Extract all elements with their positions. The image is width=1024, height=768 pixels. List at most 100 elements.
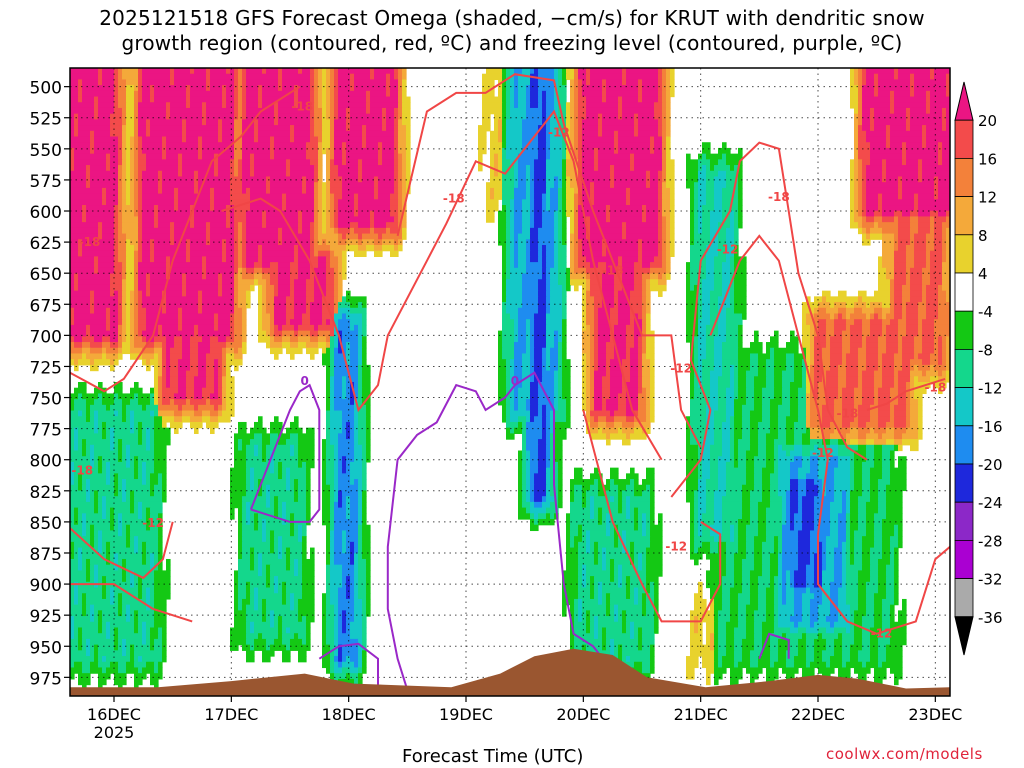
omega-cell: [666, 147, 671, 155]
omega-cell: [390, 227, 399, 235]
omega-cell: [878, 256, 883, 263]
omega-cell: [318, 239, 323, 246]
omega-cell: [110, 439, 115, 446]
omega-cell: [546, 113, 551, 120]
omega-cell: [118, 319, 123, 326]
omega-cell: [846, 370, 859, 377]
omega-cell: [898, 336, 903, 343]
omega-cell: [926, 290, 939, 297]
omega-cell: [750, 439, 759, 446]
omega-cell: [146, 427, 151, 434]
omega-cell: [102, 427, 107, 434]
omega-cell: [942, 153, 950, 160]
omega-cell: [218, 393, 223, 400]
omega-cell: [802, 347, 807, 355]
omega-cell: [506, 68, 511, 75]
omega-cell: [734, 290, 747, 297]
omega-cell: [830, 313, 835, 320]
omega-cell: [70, 73, 99, 81]
omega-cell: [542, 250, 547, 257]
omega-cell: [586, 410, 591, 417]
omega-cell: [546, 353, 551, 360]
omega-cell: [706, 347, 715, 355]
omega-cell: [310, 130, 315, 138]
omega-cell: [174, 336, 183, 343]
omega-cell: [538, 439, 547, 446]
omega-cell: [706, 342, 715, 349]
omega-cell: [346, 421, 351, 429]
omega-cell: [610, 387, 623, 395]
omega-cell: [338, 319, 351, 326]
omega-cell: [206, 222, 211, 229]
omega-cell: [190, 256, 203, 263]
omega-cell: [582, 193, 591, 200]
omega-cell: [166, 353, 171, 360]
omega-cell: [946, 113, 950, 120]
omega-cell: [134, 393, 139, 400]
omega-cell: [118, 147, 123, 155]
omega-cell: [650, 387, 655, 395]
omega-cell: [134, 159, 139, 166]
omega-cell: [518, 450, 523, 457]
omega-cell: [322, 296, 335, 303]
omega-cell: [338, 233, 343, 240]
omega-cell: [210, 187, 215, 195]
omega-cell: [566, 176, 571, 183]
omega-cell: [226, 382, 235, 389]
omega-cell: [882, 193, 899, 200]
omega-cell: [130, 142, 135, 149]
omega-cell: [826, 342, 831, 349]
omega-cell: [658, 210, 663, 218]
omega-cell: [806, 427, 811, 434]
omega-cell: [918, 376, 931, 383]
omega-cell: [174, 342, 183, 349]
omega-cell: [806, 313, 815, 320]
omega-cell: [586, 73, 591, 81]
omega-cell: [582, 376, 587, 383]
omega-cell: [806, 319, 815, 326]
omega-cell: [658, 216, 663, 223]
omega-cell: [258, 256, 263, 263]
omega-cell: [202, 410, 211, 417]
omega-cell: [546, 187, 551, 195]
omega-cell: [578, 256, 587, 263]
omega-cell: [878, 279, 891, 286]
omega-cell: [98, 427, 103, 434]
omega-cell: [238, 273, 243, 280]
omega-cell: [522, 279, 539, 286]
omega-cell: [334, 393, 343, 400]
omega-cell: [622, 233, 627, 240]
omega-cell: [690, 433, 707, 440]
omega-cell: [578, 90, 583, 98]
omega-cell: [702, 439, 715, 446]
omega-cell: [234, 79, 239, 86]
omega-cell: [282, 68, 299, 75]
omega-cell: [690, 199, 695, 206]
omega-cell: [362, 302, 367, 309]
omega-cell: [726, 250, 735, 257]
omega-cell: [354, 205, 359, 212]
omega-cell: [686, 182, 695, 189]
omega-cell: [598, 359, 607, 366]
omega-cell: [898, 233, 911, 240]
omega-cell: [686, 336, 695, 343]
omega-cell: [546, 176, 555, 183]
omega-cell: [946, 210, 950, 218]
omega-cell: [518, 393, 531, 400]
omega-cell: [314, 170, 319, 178]
omega-cell: [510, 113, 527, 120]
omega-cell: [330, 262, 339, 269]
omega-cell: [666, 273, 671, 280]
omega-cell: [906, 399, 911, 406]
omega-cell: [226, 376, 235, 383]
omega-cell: [646, 205, 659, 212]
omega-cell: [258, 125, 291, 132]
omega-cell: [258, 250, 263, 257]
omega-cell: [358, 244, 367, 252]
omega-cell: [70, 170, 87, 178]
omega-cell: [98, 113, 111, 120]
omega-cell: [914, 387, 927, 395]
omega-cell: [866, 433, 879, 440]
omega-cell: [690, 216, 695, 223]
omega-cell: [170, 267, 203, 275]
